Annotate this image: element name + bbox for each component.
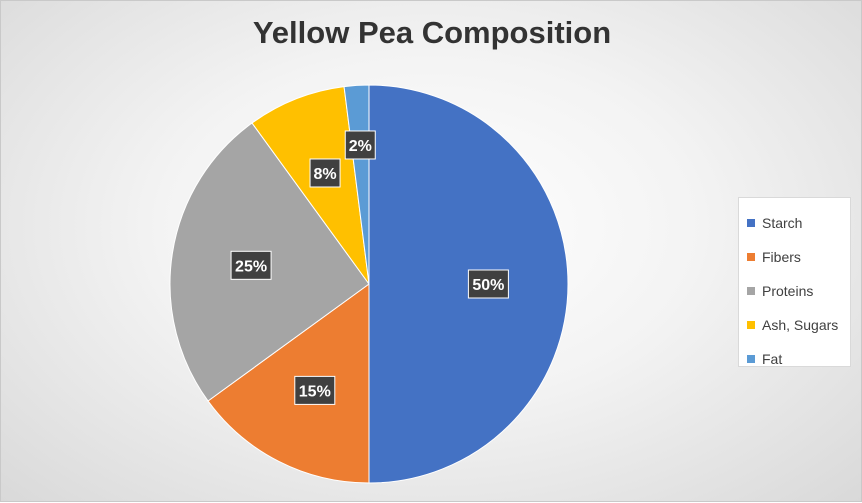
legend-swatch	[747, 321, 755, 329]
legend-item: Ash, Sugars	[747, 308, 850, 342]
data-label: 2%	[344, 130, 376, 160]
legend-label: Starch	[762, 215, 803, 231]
data-labels: 50% 15% 25% 8% 2%	[230, 130, 509, 405]
legend-swatch	[747, 219, 755, 227]
data-label: 50%	[467, 269, 509, 299]
data-label-text: 50%	[472, 277, 504, 294]
legend-item: Proteins	[747, 274, 850, 308]
data-label-box	[344, 130, 376, 160]
data-label-text: 8%	[313, 166, 336, 183]
legend-label: Fibers	[762, 249, 801, 265]
legend-item: Fibers	[747, 240, 850, 274]
data-label-box	[467, 269, 509, 299]
data-label: 8%	[309, 158, 341, 188]
data-label: 25%	[230, 250, 272, 280]
legend-swatch	[747, 287, 755, 295]
legend-label: Ash, Sugars	[762, 317, 839, 333]
data-label-box	[294, 375, 336, 405]
legend: Starch Fibers Proteins Ash, Sugars Fat	[738, 197, 851, 367]
data-label-text: 2%	[349, 138, 372, 155]
legend-item: Starch	[747, 206, 850, 240]
data-label-text: 25%	[235, 258, 267, 275]
data-label-box	[309, 158, 341, 188]
legend-swatch	[747, 355, 755, 363]
pie-slice-fibers	[207, 283, 370, 484]
legend-label: Proteins	[762, 283, 814, 299]
legend-swatch	[747, 253, 755, 261]
chart-title: Yellow Pea Composition	[252, 15, 612, 50]
legend-item: Fat	[747, 342, 850, 376]
data-label: 15%	[294, 375, 336, 405]
data-label-text: 15%	[299, 383, 331, 400]
data-label-box	[230, 250, 272, 280]
legend-label: Fat	[762, 351, 783, 367]
